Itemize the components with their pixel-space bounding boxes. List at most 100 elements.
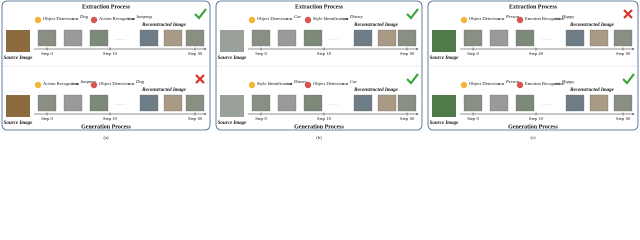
ellipsis: · · · · xyxy=(115,102,125,107)
step-label: Step 30 xyxy=(188,51,203,56)
result-label: Reconstructed Image xyxy=(142,23,187,28)
operation-name: Object Detection xyxy=(313,81,345,86)
operation-icon xyxy=(248,81,256,89)
panel-label: (c) xyxy=(530,135,536,140)
step-image xyxy=(589,29,609,47)
operation-name: Emotion Recognition xyxy=(525,81,565,86)
step-image xyxy=(163,29,183,47)
step-image xyxy=(489,29,509,47)
operation-output: Disney xyxy=(349,14,364,19)
operation-icon xyxy=(304,16,312,24)
step-image xyxy=(89,94,109,112)
operation-name: Object Detection xyxy=(257,16,289,21)
operation-output: Car xyxy=(350,79,357,84)
check-icon xyxy=(622,73,635,85)
source-image xyxy=(6,95,30,117)
step-label: Step 0 xyxy=(467,116,479,121)
operation-name: Object Detection xyxy=(99,81,131,86)
step-image xyxy=(489,94,509,112)
result-label: Reconstructed Image xyxy=(570,23,615,28)
source-image xyxy=(6,30,30,52)
panel-border xyxy=(215,0,423,131)
operation-icon xyxy=(90,16,98,24)
operation-name: Action Recognition xyxy=(43,81,80,86)
step-image xyxy=(515,94,535,112)
result-label: Reconstructed Image xyxy=(570,88,615,93)
header: Extraction Process xyxy=(509,4,558,10)
operation-icon xyxy=(516,16,524,24)
operation-output: Dog xyxy=(135,79,145,84)
step-image xyxy=(303,94,323,112)
step-image xyxy=(63,94,83,112)
panel-label: (a) xyxy=(103,135,109,140)
source-label: Source Image xyxy=(218,121,248,126)
result-label: Reconstructed Image xyxy=(354,23,399,28)
step-image xyxy=(353,29,373,47)
step-image xyxy=(303,29,323,47)
ellipsis: · · · · xyxy=(329,37,339,42)
cross-icon xyxy=(195,74,205,84)
ellipsis: · · · · xyxy=(329,102,339,107)
step-label: Step 30 xyxy=(400,51,415,56)
source-label: Source Image xyxy=(430,56,460,61)
operation-name: Object Detection xyxy=(469,81,501,86)
source-image xyxy=(432,30,456,52)
step-image xyxy=(463,94,483,112)
step-image xyxy=(463,29,483,47)
check-icon xyxy=(406,8,419,20)
operation-icon xyxy=(516,81,524,89)
step-label: Step 30 xyxy=(400,116,415,121)
ellipsis: · · · · xyxy=(541,37,551,42)
step-image xyxy=(139,94,159,112)
operation-icon xyxy=(90,81,98,89)
step-label: Step 10 xyxy=(317,116,332,121)
header: Extraction Process xyxy=(82,4,131,10)
source-image xyxy=(220,95,244,117)
step-label: Step 10 xyxy=(529,116,544,121)
step-image xyxy=(37,94,57,112)
step-label: Step 30 xyxy=(616,116,631,121)
check-icon xyxy=(194,8,207,20)
step-image xyxy=(185,29,205,47)
step-image xyxy=(613,29,633,47)
step-label: Step 0 xyxy=(467,51,479,56)
operation-icon xyxy=(460,16,468,24)
operation-output: Car xyxy=(294,14,301,19)
step-image xyxy=(89,29,109,47)
step-label: Step 10 xyxy=(103,116,118,121)
cross-icon xyxy=(623,9,633,19)
result-label: Reconstructed Image xyxy=(142,88,187,93)
step-image xyxy=(251,94,271,112)
result-label: Reconstructed Image xyxy=(354,88,399,93)
figure: (a) Extraction Process Source Image Object … xyxy=(1,0,639,140)
step-image xyxy=(377,94,397,112)
panel-border xyxy=(427,0,639,131)
operation-output: Happy xyxy=(561,79,575,84)
operation-output: Person xyxy=(505,14,520,19)
step-label: Step 10 xyxy=(317,51,332,56)
step-image xyxy=(139,29,159,47)
step-label: Step 30 xyxy=(188,116,203,121)
source-image xyxy=(432,95,456,117)
operation-output: Happy xyxy=(561,14,575,19)
step-image xyxy=(589,94,609,112)
step-image xyxy=(397,94,417,112)
operation-icon xyxy=(304,81,312,89)
ellipsis: · · · · xyxy=(115,37,125,42)
source-image xyxy=(220,30,244,52)
step-image xyxy=(613,94,633,112)
step-image xyxy=(37,29,57,47)
step-label: Step 0 xyxy=(41,51,53,56)
step-image xyxy=(63,29,83,47)
check-icon xyxy=(406,73,419,85)
source-label: Source Image xyxy=(4,56,34,61)
source-label: Source Image xyxy=(218,56,248,61)
panel-border xyxy=(1,0,211,131)
step-label: Step 10 xyxy=(103,51,118,56)
operation-icon xyxy=(34,81,42,89)
step-label: Step 30 xyxy=(616,51,631,56)
operation-icon xyxy=(34,16,42,24)
panel-label: (b) xyxy=(316,135,322,140)
operation-name: Style Identification xyxy=(313,16,349,21)
operation-output: Disney xyxy=(293,79,308,84)
